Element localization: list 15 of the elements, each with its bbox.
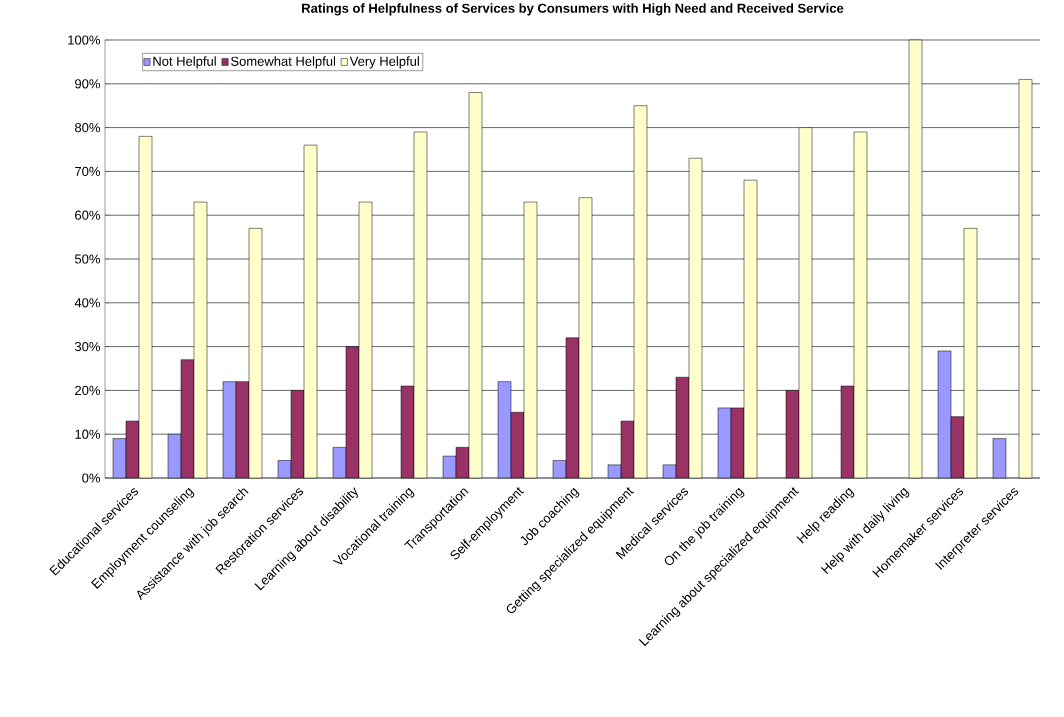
y-tick-label: 100% xyxy=(68,35,101,45)
chart-title: Ratings of Helpfulness of Services by Consumers with High Need and Received Service xyxy=(302,3,844,16)
y-tick-label: 80% xyxy=(75,122,101,133)
y-tick-label: 0% xyxy=(82,473,101,483)
y-tick-label: 60% xyxy=(75,210,101,220)
y-tick-label: 20% xyxy=(75,385,101,395)
legend-label: Somewhat Helpful xyxy=(231,56,336,69)
legend-label: Very Helpful xyxy=(349,56,419,69)
y-tick-label: 40% xyxy=(74,298,101,308)
y-tick-label: 70% xyxy=(75,166,101,176)
y-tick-label: 10% xyxy=(75,429,101,439)
y-tick-label: 30% xyxy=(74,341,101,352)
y-tick-label: 50% xyxy=(74,254,101,264)
y-tick-label: 90% xyxy=(75,79,101,89)
legend-label: Not Helpful xyxy=(153,56,216,69)
